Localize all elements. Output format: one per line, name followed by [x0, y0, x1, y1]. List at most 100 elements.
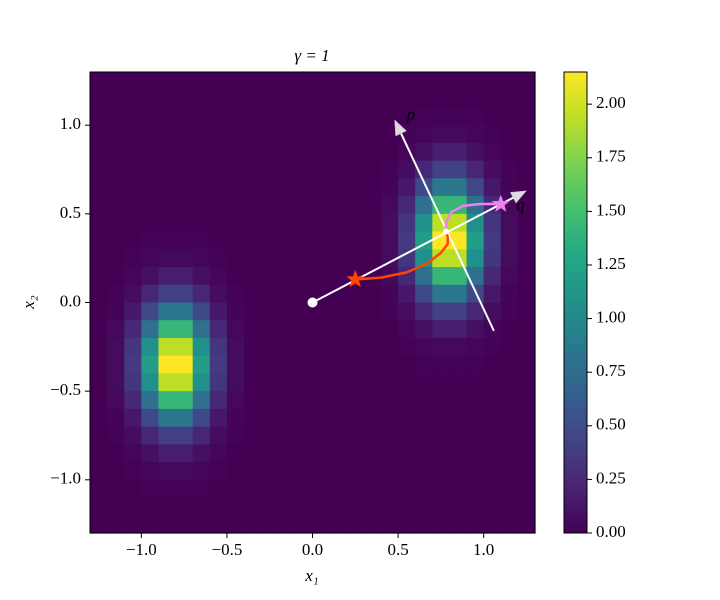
- heat-cell: [261, 355, 279, 375]
- heat-cell: [175, 408, 194, 428]
- heat-cell: [380, 479, 399, 499]
- heat-cell: [107, 479, 125, 499]
- heat-cell: [346, 408, 365, 428]
- trajectory: [444, 202, 503, 233]
- heat-cell: [192, 89, 211, 109]
- heat-cell: [432, 497, 451, 516]
- heat-cell: [124, 178, 142, 197]
- heat-cell: [158, 213, 177, 233]
- heat-cell: [158, 249, 177, 268]
- heat-cell: [363, 196, 382, 215]
- heat-cell: [192, 320, 211, 339]
- heat-cell: [192, 479, 211, 499]
- colorbar-tick-label: 1.25: [596, 254, 626, 273]
- heat-cell: [209, 142, 228, 162]
- heat-cell: [466, 391, 485, 410]
- heat-cell: [124, 337, 142, 357]
- heat-cell: [363, 355, 382, 375]
- heat-cell: [107, 426, 125, 445]
- heat-cell: [90, 231, 108, 250]
- heat-cell: [295, 142, 314, 162]
- heat-cell: [158, 355, 177, 375]
- heat-cell: [278, 89, 296, 109]
- heat-cell: [261, 178, 279, 197]
- arrow-shaft: [312, 196, 514, 304]
- heat-cell: [278, 373, 296, 392]
- heat-cell: [295, 355, 314, 375]
- heat-cell: [192, 249, 211, 268]
- heat-cell: [329, 408, 348, 428]
- heat-cell: [517, 107, 536, 126]
- heat-cell: [226, 515, 245, 534]
- heat-cell: [226, 373, 245, 392]
- heat-cell: [175, 302, 194, 321]
- heat-cell: [500, 249, 519, 268]
- y-axis-label: x₂: [19, 295, 38, 310]
- heat-cell: [346, 320, 365, 339]
- heat-cell: [192, 302, 211, 321]
- heat-cell: [432, 320, 451, 339]
- heat-cell: [124, 462, 142, 481]
- heat-cell: [398, 320, 416, 339]
- heat-cell: [261, 284, 279, 304]
- heat-cell: [158, 284, 177, 304]
- heat-cell: [363, 267, 382, 286]
- heat-cell: [398, 515, 416, 534]
- heat-cell: [158, 267, 177, 286]
- heat-cell: [329, 231, 348, 250]
- heat-cell: [226, 479, 245, 499]
- heat-cell: [158, 72, 177, 91]
- heat-cell: [466, 89, 485, 109]
- heat-cell: [192, 462, 211, 481]
- heat-cell: [192, 337, 211, 357]
- star-marker: [346, 270, 365, 288]
- heat-cell: [175, 373, 194, 392]
- heat-cell: [90, 497, 108, 516]
- heat-cell: [312, 302, 331, 321]
- heat-cell: [398, 249, 416, 268]
- heat-cell: [517, 479, 536, 499]
- heat-cell: [141, 337, 160, 357]
- y-tick-label: 0.5: [60, 203, 81, 222]
- heat-cell: [346, 391, 365, 410]
- heat-cell: [124, 125, 142, 144]
- heat-cell: [312, 408, 331, 428]
- heat-cell: [192, 107, 211, 126]
- heat-cell: [432, 249, 451, 268]
- heat-cell: [175, 462, 194, 481]
- heat-cell: [278, 160, 296, 179]
- heat-cell: [278, 391, 296, 410]
- heat-cell: [90, 337, 108, 357]
- y-tick-label: 0.0: [60, 291, 81, 310]
- heat-cell: [380, 72, 399, 91]
- heat-cell: [312, 249, 331, 268]
- heat-cell: [398, 337, 416, 357]
- heat-cell: [363, 89, 382, 109]
- heat-cell: [295, 231, 314, 250]
- heat-cell: [124, 160, 142, 179]
- heat-cell: [124, 408, 142, 428]
- heat-cell: [380, 426, 399, 445]
- heat-cell: [107, 267, 125, 286]
- heat-cell: [226, 142, 245, 162]
- heat-cell: [141, 426, 160, 445]
- heat-cell: [380, 89, 399, 109]
- heat-cell: [415, 426, 433, 445]
- heat-cell: [380, 355, 399, 375]
- heat-cell: [363, 391, 382, 410]
- heat-cell: [312, 444, 331, 463]
- heat-cell: [209, 391, 228, 410]
- heat-cell: [295, 89, 314, 109]
- heat-cell: [415, 231, 433, 250]
- heat-cell: [415, 284, 433, 304]
- heat-cell: [226, 302, 245, 321]
- heat-cell: [175, 125, 194, 144]
- heat-cell: [175, 479, 194, 499]
- heat-cell: [432, 408, 451, 428]
- heat-cell: [363, 125, 382, 144]
- colorbar-tick-label: 1.50: [596, 200, 626, 219]
- heat-cell: [432, 337, 451, 357]
- heat-cell: [295, 302, 314, 321]
- heat-cell: [244, 196, 262, 215]
- heat-cell: [209, 479, 228, 499]
